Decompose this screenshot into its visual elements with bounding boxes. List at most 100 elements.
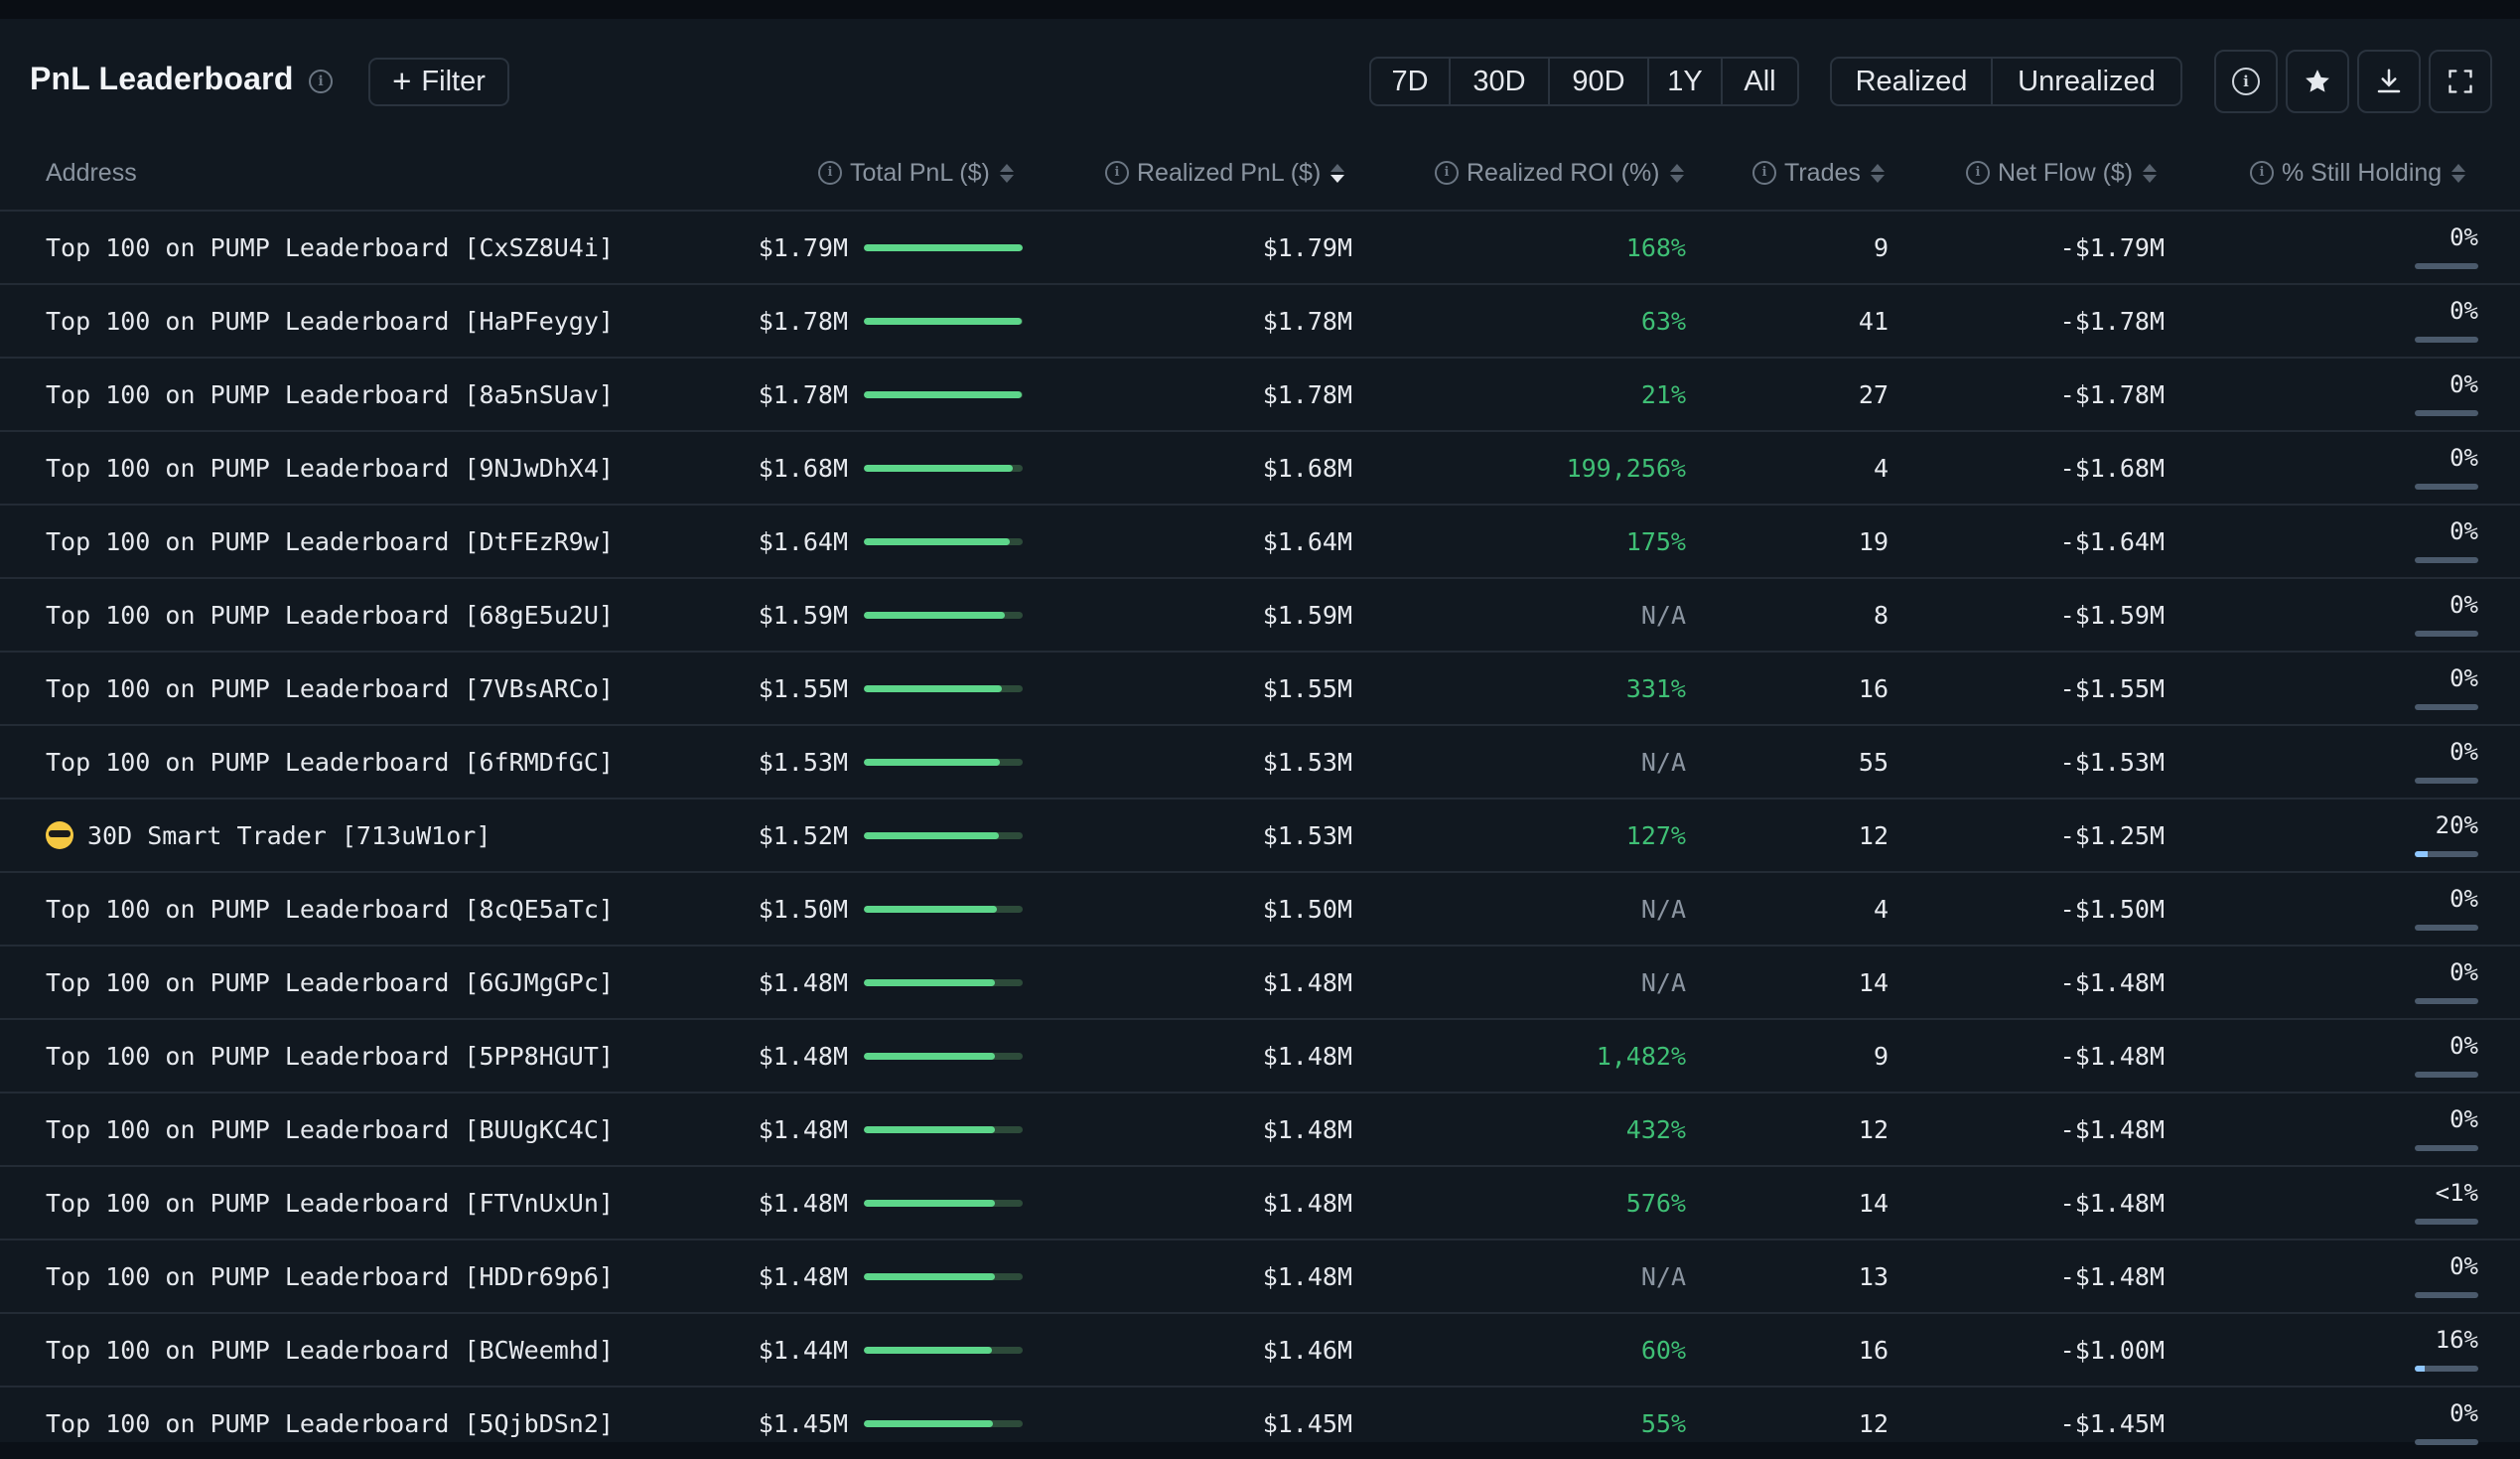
address-cell[interactable]: Top 100 on PUMP Leaderboard [8cQE5aTc] [46, 873, 614, 945]
address-cell[interactable]: Top 100 on PUMP Leaderboard [CxSZ8U4i] [46, 212, 614, 283]
trades-value: 14 [1858, 1188, 1889, 1218]
col-realized-pnl-label: Realized PnL ($) [1137, 158, 1322, 187]
still-holding-cell: 0% [2415, 297, 2478, 343]
trades-value: 8 [1873, 600, 1889, 630]
col-total-pnl-label: Total PnL ($) [850, 158, 990, 187]
star-icon [2306, 70, 2329, 92]
total-pnl-bar [864, 244, 1023, 251]
table-row[interactable]: Top 100 on PUMP Leaderboard [BUUgKC4C] $1… [0, 1092, 2520, 1165]
col-net-flow[interactable]: i Net Flow ($) [1966, 135, 2158, 211]
period-90d[interactable]: 90D [1550, 59, 1649, 104]
address-cell[interactable]: Top 100 on PUMP Leaderboard [HaPFeygy] [46, 285, 614, 357]
info-button[interactable]: i [2214, 50, 2278, 113]
table-row[interactable]: Top 100 on PUMP Leaderboard [5PP8HGUT] $1… [0, 1018, 2520, 1092]
address-cell[interactable]: Top 100 on PUMP Leaderboard [6fRMDfGC] [46, 726, 614, 798]
sort-icon [2451, 163, 2466, 183]
total-pnl-bar [864, 538, 1023, 545]
address-label: Top 100 on PUMP Leaderboard [5QjbDSn2] [46, 1408, 614, 1438]
still-holding-bar [2415, 1439, 2478, 1445]
address-cell[interactable]: 30D Smart Trader [713uW1or] [46, 800, 490, 871]
address-cell[interactable]: Top 100 on PUMP Leaderboard [7VBsARCo] [46, 653, 614, 724]
period-7d[interactable]: 7D [1371, 59, 1451, 104]
col-realized-roi[interactable]: i Realized ROI (%) [1435, 135, 1684, 211]
total-pnl-bar [864, 832, 1023, 839]
address-cell[interactable]: Top 100 on PUMP Leaderboard [5PP8HGUT] [46, 1020, 614, 1092]
realized-pnl-value: $1.48M [1262, 1188, 1352, 1218]
still-holding-value: 0% [2450, 1032, 2478, 1060]
address-cell[interactable]: Top 100 on PUMP Leaderboard [DtFEzR9w] [46, 506, 614, 577]
sort-icon [999, 163, 1014, 183]
address-cell[interactable]: Top 100 on PUMP Leaderboard [6GJMgGPc] [46, 947, 614, 1018]
realized-pnl-value: $1.48M [1262, 1261, 1352, 1291]
filter-button[interactable]: + Filter [368, 58, 509, 106]
net-flow-value: -$1.45M [2059, 1408, 2165, 1438]
col-trades[interactable]: i Trades [1752, 135, 1885, 211]
col-address[interactable]: Address [46, 135, 137, 211]
total-pnl-bar-fill [864, 244, 1023, 251]
table-row[interactable]: Top 100 on PUMP Leaderboard [HaPFeygy] $1… [0, 283, 2520, 357]
col-realized-pnl[interactable]: i Realized PnL ($) [1105, 135, 1345, 211]
table-row[interactable]: Top 100 on PUMP Leaderboard [5QjbDSn2] $1… [0, 1386, 2520, 1459]
col-total-pnl[interactable]: i Total PnL ($) [818, 135, 1014, 211]
table-row[interactable]: Top 100 on PUMP Leaderboard [6GJMgGPc] $1… [0, 945, 2520, 1018]
mode-unrealized[interactable]: Unrealized [2018, 65, 2156, 97]
total-pnl-value: $1.48M [758, 1188, 848, 1218]
info-icon: i [1966, 161, 1990, 185]
address-label: Top 100 on PUMP Leaderboard [8cQE5aTc] [46, 894, 614, 924]
mode-realized[interactable]: Realized [1832, 59, 1993, 104]
total-pnl-bar [864, 759, 1023, 766]
net-flow-value: -$1.55M [2059, 673, 2165, 703]
still-holding-bar [2415, 1292, 2478, 1298]
table-row[interactable]: Top 100 on PUMP Leaderboard [BCWeemhd] $1… [0, 1312, 2520, 1386]
sort-desc-icon [1330, 163, 1345, 183]
address-cell[interactable]: Top 100 on PUMP Leaderboard [68gE5u2U] [46, 579, 614, 651]
period-30d[interactable]: 30D [1451, 59, 1550, 104]
download-button[interactable] [2357, 50, 2421, 113]
col-still-holding[interactable]: i % Still Holding [2250, 135, 2466, 211]
table-row[interactable]: Top 100 on PUMP Leaderboard [DtFEzR9w] $1… [0, 504, 2520, 577]
total-pnl-bar-fill [864, 1126, 996, 1133]
address-cell[interactable]: Top 100 on PUMP Leaderboard [9NJwDhX4] [46, 432, 614, 504]
realized-pnl-value: $1.68M [1262, 453, 1352, 483]
total-pnl-bar-fill [864, 1273, 996, 1280]
realized-roi-value: 175% [1625, 526, 1686, 556]
net-flow-value: -$1.48M [2059, 967, 2165, 997]
realized-pnl-value: $1.48M [1262, 1041, 1352, 1071]
table-row[interactable]: Top 100 on PUMP Leaderboard [HDDr69p6] $1… [0, 1239, 2520, 1312]
total-pnl-bar [864, 906, 1023, 913]
download-icon [2377, 69, 2401, 93]
realized-roi-value: N/A [1640, 1261, 1686, 1291]
address-cell[interactable]: Top 100 on PUMP Leaderboard [BUUgKC4C] [46, 1094, 614, 1165]
total-pnl-bar [864, 318, 1023, 325]
table-row[interactable]: Top 100 on PUMP Leaderboard [68gE5u2U] $1… [0, 577, 2520, 651]
total-pnl-bar [864, 1200, 1023, 1207]
table-row[interactable]: Top 100 on PUMP Leaderboard [6fRMDfGC] $1… [0, 724, 2520, 798]
table-row[interactable]: Top 100 on PUMP Leaderboard [8cQE5aTc] $1… [0, 871, 2520, 945]
realized-pnl-value: $1.50M [1262, 894, 1352, 924]
total-pnl-value: $1.78M [758, 306, 848, 336]
period-1y[interactable]: 1Y [1649, 59, 1723, 104]
favorite-button[interactable] [2286, 50, 2349, 113]
table-row[interactable]: Top 100 on PUMP Leaderboard [8a5nSUav] $1… [0, 357, 2520, 430]
realized-roi-value: 432% [1625, 1114, 1686, 1144]
table-row[interactable]: 30D Smart Trader [713uW1or] $1.52M $1.53M 1… [0, 798, 2520, 871]
period-all[interactable]: All [1744, 65, 1776, 97]
table-row[interactable]: Top 100 on PUMP Leaderboard [FTVnUxUn] $1… [0, 1165, 2520, 1239]
net-flow-value: -$1.59M [2059, 600, 2165, 630]
table-row[interactable]: Top 100 on PUMP Leaderboard [7VBsARCo] $1… [0, 651, 2520, 724]
address-cell[interactable]: Top 100 on PUMP Leaderboard [HDDr69p6] [46, 1240, 614, 1312]
table-row[interactable]: Top 100 on PUMP Leaderboard [CxSZ8U4i] $1… [0, 210, 2520, 283]
table-row[interactable]: Top 100 on PUMP Leaderboard [9NJwDhX4] $1… [0, 430, 2520, 504]
net-flow-value: -$1.48M [2059, 1041, 2165, 1071]
address-cell[interactable]: Top 100 on PUMP Leaderboard [FTVnUxUn] [46, 1167, 614, 1239]
address-cell[interactable]: Top 100 on PUMP Leaderboard [BCWeemhd] [46, 1314, 614, 1386]
realized-pnl-value: $1.79M [1262, 232, 1352, 262]
fullscreen-button[interactable] [2429, 50, 2492, 113]
address-label: Top 100 on PUMP Leaderboard [DtFEzR9w] [46, 526, 614, 556]
realized-roi-value: 127% [1625, 820, 1686, 850]
total-pnl-bar-fill [864, 465, 1014, 472]
address-label: Top 100 on PUMP Leaderboard [7VBsARCo] [46, 673, 614, 703]
address-cell[interactable]: Top 100 on PUMP Leaderboard [5QjbDSn2] [46, 1387, 614, 1459]
info-icon[interactable]: i [309, 70, 333, 93]
address-cell[interactable]: Top 100 on PUMP Leaderboard [8a5nSUav] [46, 359, 614, 430]
